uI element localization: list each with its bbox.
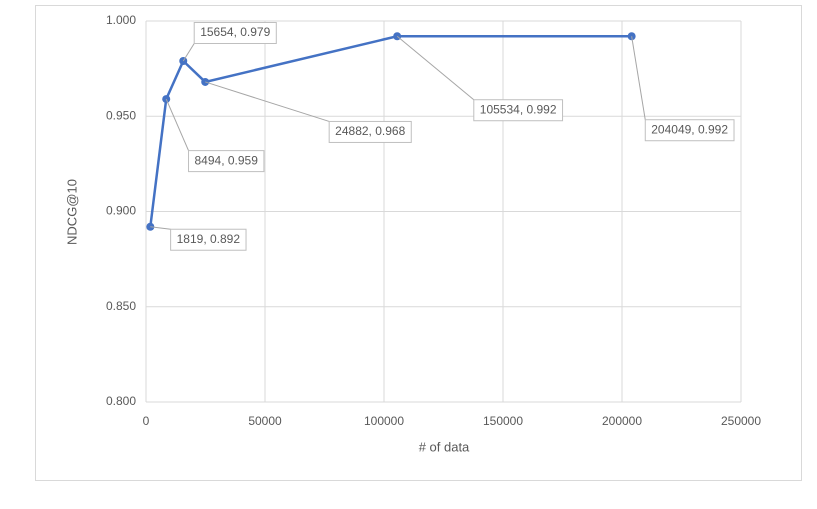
- x-tick-label: 50000: [248, 414, 282, 428]
- y-axis-title: NDCG@10: [64, 179, 79, 245]
- leader-line: [150, 226, 171, 230]
- x-tick-label: 200000: [602, 414, 642, 428]
- data-label: 24882, 0.968: [335, 124, 405, 138]
- label-box: [188, 150, 265, 173]
- data-label: 15654, 0.979: [200, 25, 270, 39]
- y-tick-label: 1.000: [106, 13, 136, 27]
- y-tick-label: 0.950: [106, 108, 136, 122]
- label-box: [644, 119, 735, 142]
- x-tick-label: 0: [143, 414, 150, 428]
- x-axis-title: # of data: [419, 439, 470, 454]
- grid: [145, 20, 742, 403]
- data-label: 204049, 0.992: [651, 122, 728, 136]
- line: [149, 34, 632, 227]
- marker: [179, 57, 188, 66]
- y-tick-label: 0.800: [106, 394, 136, 408]
- leader-line: [182, 43, 195, 62]
- y-tick-label: 0.850: [106, 299, 136, 313]
- label-box: [170, 228, 247, 251]
- x-tick-label: 150000: [483, 414, 523, 428]
- leader-line: [396, 35, 475, 101]
- label-box: [193, 22, 277, 45]
- leader-line: [165, 98, 189, 151]
- chart-frame: [35, 5, 802, 481]
- label-box: [473, 99, 564, 122]
- x-tick-label: 250000: [721, 414, 761, 428]
- x-tick-label: 100000: [364, 414, 404, 428]
- leader-line: [631, 36, 646, 120]
- leader-line: [205, 81, 330, 122]
- data-label: 8494, 0.959: [195, 153, 259, 167]
- data-label: 1819, 0.892: [177, 232, 241, 246]
- y-tick-label: 0.900: [106, 204, 136, 218]
- label-box: [328, 120, 412, 143]
- data-label: 105534, 0.992: [480, 102, 557, 116]
